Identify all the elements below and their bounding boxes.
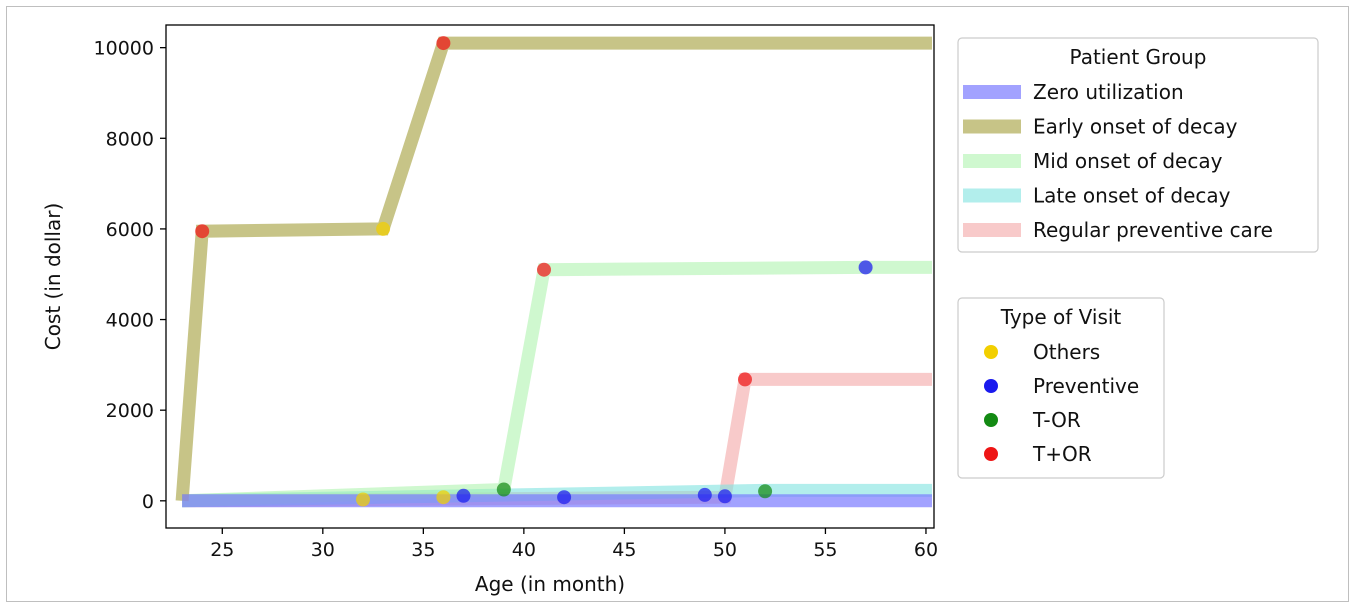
visit-point-preventive	[858, 260, 873, 275]
legend-swatch-regular-preventive-care	[963, 223, 1021, 237]
visit-point-preventive	[717, 489, 732, 504]
legend-marker-t-or	[984, 447, 998, 461]
series-line-regular-preventive-care	[182, 372, 932, 508]
y-axis-ticks: 0 2000 4000 6000 8000 10000	[94, 38, 166, 513]
legend-label-zero-utilization: Zero utilization	[1033, 80, 1184, 104]
legend-label-regular-preventive-care: Regular preventive care	[1033, 218, 1273, 242]
legend-visit-type-title: Type of Visit	[1000, 305, 1122, 329]
x-axis-title: Age (in month)	[475, 572, 625, 596]
visit-point-t-or	[496, 482, 511, 497]
legend-marker-others	[984, 345, 998, 359]
visit-point-t-or	[738, 372, 752, 387]
legend-label-mid-onset-of-decay: Mid onset of decay	[1033, 149, 1223, 173]
legend-swatch-late-onset-of-decay	[963, 188, 1021, 203]
legend-patient-group-box	[957, 37, 1319, 253]
x-tick-label: 55	[813, 539, 837, 561]
visit-point-others	[376, 221, 391, 236]
legend-patient-group: Patient Group Zero utilization Early onse…	[957, 37, 1319, 253]
y-tick-label: 4000	[106, 310, 154, 332]
visit-point-others	[436, 490, 451, 505]
legend-marker-preventive	[984, 379, 998, 393]
legend-patient-group-title: Patient Group	[1070, 45, 1207, 69]
legend-label-t-or: T+OR	[1032, 442, 1092, 466]
x-tick-label: 60	[914, 539, 938, 561]
y-tick-label: 10000	[94, 38, 154, 60]
y-tick-label: 0	[142, 491, 154, 513]
visit-point-others	[356, 492, 370, 507]
legend-marker-t-or	[984, 413, 998, 427]
x-tick-label: 50	[713, 539, 737, 561]
legend-swatch-early-onset-of-decay	[963, 119, 1021, 134]
legend-visit-type-box	[957, 297, 1165, 479]
x-tick-label: 40	[512, 539, 536, 561]
plot-area-border	[165, 24, 935, 529]
visit-point-preventive	[697, 487, 712, 502]
points-layer	[195, 36, 873, 507]
x-tick-label: 35	[411, 539, 435, 561]
legend-label-early-onset-of-decay: Early onset of decay	[1033, 115, 1238, 139]
visit-point-preventive	[456, 488, 471, 503]
visit-point-preventive	[557, 490, 572, 505]
series-layer	[175, 36, 932, 508]
legend-patient-group-entries: Zero utilization Early onset of decay Mid …	[963, 80, 1273, 242]
legend-swatch-mid-onset-of-decay	[963, 154, 1021, 168]
x-tick-label: 25	[210, 539, 234, 561]
legend-visit-type-entries: Others Preventive T-OR T+OR	[984, 340, 1139, 466]
figure-frame	[6, 6, 1349, 602]
x-tick-label: 45	[612, 539, 636, 561]
visit-point-t-or	[195, 224, 210, 239]
legend-label-others: Others	[1033, 340, 1100, 364]
legend-label-preventive: Preventive	[1033, 374, 1139, 398]
visit-point-t-or	[758, 484, 773, 499]
visit-point-t-or	[537, 262, 551, 277]
legend-label-late-onset-of-decay: Late onset of decay	[1033, 184, 1231, 208]
legend-label-t-or: T-OR	[1032, 408, 1081, 432]
legend-visit-type: Type of Visit Others Preventive T-OR T+OR	[957, 297, 1165, 479]
x-axis-ticks: 25 30 35 40 45 50 55 60	[210, 528, 938, 561]
x-tick-label: 30	[311, 539, 335, 561]
y-axis-title: Cost (in dollar)	[41, 203, 65, 351]
y-tick-label: 6000	[106, 219, 154, 241]
visit-point-t-or	[436, 36, 451, 51]
y-tick-label: 8000	[106, 128, 154, 150]
y-tick-label: 2000	[106, 400, 154, 422]
legend-swatch-zero-utilization	[963, 85, 1021, 99]
